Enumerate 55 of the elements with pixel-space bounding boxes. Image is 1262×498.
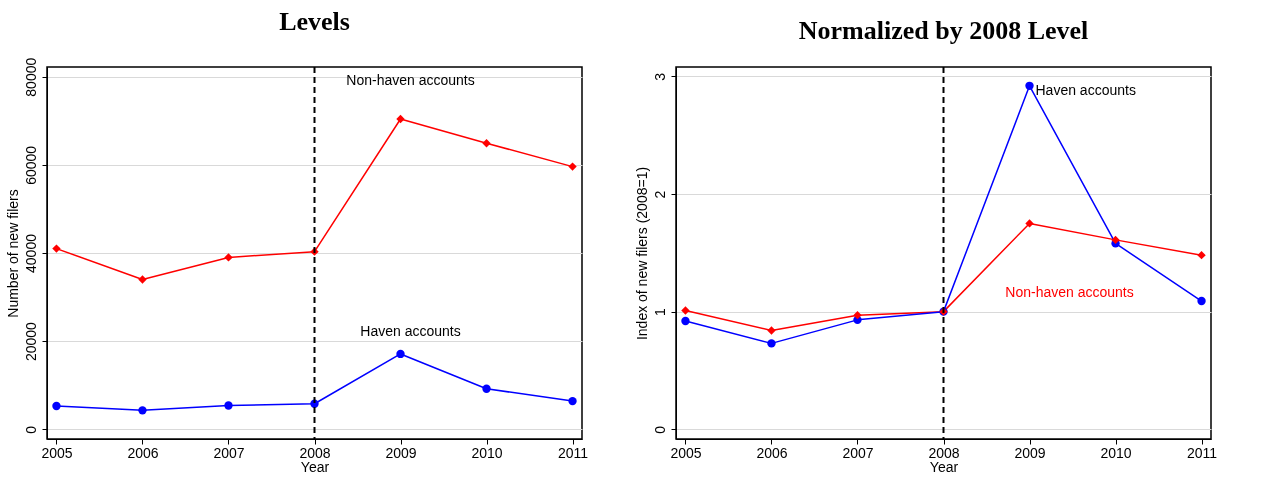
x-tick-label: 2007 <box>842 444 874 461</box>
x-tick-label: 2005 <box>41 444 73 461</box>
x-tick-label: 2010 <box>471 444 503 461</box>
x-tick-label: 2011 <box>557 444 589 461</box>
chart-title: Normalized by 2008 Level <box>798 16 1089 45</box>
series-label: Non-haven accounts <box>1005 284 1134 301</box>
y-tick-label: 0 <box>22 425 39 434</box>
y-tick-label: 60000 <box>22 145 39 185</box>
point <box>482 139 491 148</box>
x-tick-label: 2007 <box>213 444 245 461</box>
x-tick-label: 2005 <box>670 444 702 461</box>
series-label: Haven accounts <box>360 322 461 339</box>
x-tick-label: 2009 <box>1014 444 1046 461</box>
text: Non-haven accounts <box>346 72 475 89</box>
x-axis-title: Year <box>300 458 330 475</box>
y-axis-title: Number of new filers <box>4 189 21 318</box>
x-tick-label: 2008 <box>928 444 960 461</box>
y-tick-label: 40000 <box>22 233 39 273</box>
point <box>482 384 491 393</box>
point <box>52 401 61 411</box>
x-tick-label: 2010 <box>1100 444 1132 461</box>
point <box>224 253 233 262</box>
chart-title: Levels <box>279 7 350 37</box>
point <box>52 244 61 253</box>
x-tick-label: 2006 <box>127 444 159 461</box>
series-label: Haven accounts <box>1035 81 1136 98</box>
point <box>1111 235 1120 245</box>
x-tick-label: 2009 <box>385 444 417 461</box>
point <box>138 275 147 284</box>
point <box>767 326 776 335</box>
point <box>767 339 776 348</box>
point <box>1025 219 1034 228</box>
point <box>396 114 405 124</box>
y-tick-label: 0 <box>651 425 668 434</box>
x-tick-label: 2008 <box>299 444 331 461</box>
x-tick-label: 2011 <box>1186 444 1218 461</box>
x-axis-title: Year <box>929 458 959 475</box>
point <box>681 306 690 315</box>
point <box>681 316 690 326</box>
point <box>853 310 862 320</box>
point <box>1197 250 1206 260</box>
point <box>396 349 405 359</box>
point <box>1197 296 1206 306</box>
y-tick-label: 20000 <box>22 321 39 362</box>
point <box>568 396 577 406</box>
point <box>224 401 233 410</box>
point <box>568 162 577 171</box>
point <box>1025 81 1034 90</box>
x-tick-label: 2006 <box>756 444 788 461</box>
y-tick-label: 1 <box>651 308 668 317</box>
y-tick-label: 80000 <box>22 57 39 97</box>
y-tick-label: 2 <box>651 190 668 199</box>
y-tick-label: 3 <box>651 72 668 81</box>
point <box>138 406 147 415</box>
y-axis-title: Index of new filers (2008=1) <box>633 166 650 341</box>
